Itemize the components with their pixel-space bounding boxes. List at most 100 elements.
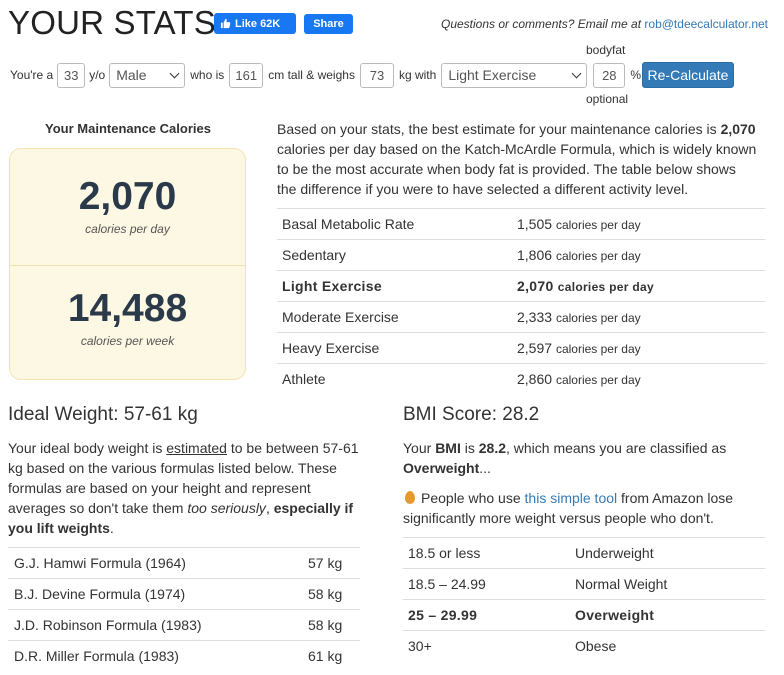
bmi-text-2: is: [460, 440, 479, 456]
contact-text: Questions or comments? Email me at: [440, 17, 645, 31]
calories-per-day-value: 2,070: [78, 175, 177, 218]
formula-weight: 58 kg: [308, 578, 360, 610]
age-input[interactable]: 33: [57, 62, 86, 88]
ideal-text-underline: estimated: [166, 440, 227, 456]
activity-label: Moderate Exercise: [277, 301, 517, 333]
bmi-range: 18.5 – 24.99: [403, 568, 575, 600]
ideal-text-3: ,: [265, 500, 274, 516]
bmi-range: 30+: [403, 630, 575, 662]
calorie-unit: calories per day: [555, 311, 641, 325]
height-input[interactable]: 161: [229, 62, 264, 88]
weight-input[interactable]: 73: [359, 62, 394, 88]
cm-tall-label: cm tall & weighs: [268, 68, 355, 82]
bmi-label-bold: BMI: [435, 440, 461, 456]
calorie-unit: calories per day: [555, 218, 641, 232]
bmi-text-3: , which means you are classified as: [506, 440, 727, 456]
ideal-weight-description: Your ideal body weight is estimated to b…: [8, 438, 368, 538]
thumbs-up-icon: [220, 18, 231, 29]
table-row: D.R. Miller Formula (1983) 61 kg: [8, 640, 360, 672]
ideal-text-italic: too seriously: [187, 500, 266, 516]
formula-name: G.J. Hamwi Formula (1964): [8, 547, 308, 579]
table-row: Basal Metabolic Rate 1,505 calories per d…: [277, 208, 765, 240]
ideal-text-2: to be between 57-61 kg based on the vari…: [8, 440, 359, 516]
calorie-unit: calories per day: [555, 249, 641, 263]
who-is-label: who is: [190, 68, 225, 82]
activity-label: Light Exercise: [277, 270, 517, 302]
table-row: Light Exercise 2,070 calories per day: [277, 270, 765, 302]
activity-calories: 2,070 calories per day: [517, 270, 765, 302]
calories-per-week-value: 14,488: [67, 287, 188, 330]
simple-tool-link[interactable]: this simple tool: [524, 490, 618, 506]
youre-a-label: You're a: [10, 68, 54, 82]
ideal-text-4: .: [109, 520, 114, 536]
table-row: Moderate Exercise 2,333 calories per day: [277, 301, 765, 333]
chevron-down-icon: [571, 68, 582, 78]
bmi-table: 18.5 or less Underweight 18.5 – 24.99 Norma…: [403, 537, 765, 662]
bmi-class-bold: Overweight: [403, 460, 480, 476]
droplet-icon: [405, 491, 415, 504]
table-row: Sedentary 1,806 calories per day: [277, 239, 765, 271]
table-row: 18.5 or less Underweight: [403, 537, 765, 569]
activity-select[interactable]: Light Exercise: [441, 62, 588, 88]
activity-calories: 2,333 calories per day: [517, 301, 765, 333]
gender-value: Male: [116, 67, 147, 83]
calories-per-week-label: calories per week: [80, 334, 175, 348]
activity-label: Sedentary: [277, 239, 517, 271]
ideal-weight-heading: Ideal Weight: 57-61 kg: [8, 404, 198, 425]
facebook-like-label: Like 62K: [235, 17, 281, 30]
page-title: YOUR STATS: [8, 4, 216, 41]
contact-email-link[interactable]: rob@tdeecalculator.net: [644, 17, 768, 31]
calorie-summary-box: 2,070 calories per day 14,488 calories p…: [9, 148, 246, 380]
bmi-range: 25 – 29.99: [403, 599, 575, 631]
table-row: Heavy Exercise 2,597 calories per day: [277, 332, 765, 364]
bmi-heading: BMI Score: 28.2: [403, 404, 540, 425]
optional-label: optional: [586, 92, 629, 106]
formula-weight: 58 kg: [308, 609, 360, 641]
bodyfat-label: bodyfat: [586, 43, 626, 57]
activity-label: Heavy Exercise: [277, 332, 517, 364]
chevron-down-icon: [169, 68, 180, 78]
calorie-unit: calories per day: [555, 342, 641, 356]
formula-weight: 57 kg: [308, 547, 360, 579]
calorie-unit: calories per day: [557, 280, 654, 294]
yo-label: y/o: [89, 68, 106, 82]
divider: [10, 265, 245, 266]
table-row: Athlete 2,860 calories per day: [277, 363, 765, 395]
activity-label: Athlete: [277, 363, 517, 395]
formula-name: J.D. Robinson Formula (1983): [8, 609, 308, 641]
description-text: Based on your stats, the best estimate f…: [277, 121, 721, 137]
formula-name: B.J. Devine Formula (1974): [8, 578, 308, 610]
amazon-tool-promo: People who use this simple tool from Ama…: [403, 488, 753, 528]
facebook-share-button[interactable]: Share: [304, 14, 353, 34]
bodyfat-input[interactable]: 28: [593, 62, 626, 88]
recalculate-button[interactable]: Re-Calculate: [642, 62, 734, 88]
formula-weight: 61 kg: [308, 640, 360, 672]
facebook-like-button[interactable]: Like 62K: [214, 13, 296, 34]
calorie-value: 1,806: [517, 247, 553, 263]
calorie-value: 1,505: [517, 216, 553, 232]
tool-text-2: from Amazon lose significantly more weig…: [403, 490, 734, 526]
calorie-value: 2,860: [517, 371, 553, 388]
kg-with-label: kg with: [398, 68, 437, 82]
stats-form: You're a 33 y/o Male who is 161 cm tall …: [10, 62, 641, 88]
ideal-text-1: Your ideal body weight is: [8, 440, 167, 456]
maintenance-title: Your Maintenance Calories: [45, 121, 211, 136]
activity-calories: 2,860 calories per day: [517, 363, 765, 395]
bmi-text-4: ...: [479, 460, 491, 476]
ideal-text-bold: especially if you lift weights: [8, 500, 354, 536]
percent-label: %: [630, 68, 641, 82]
activity-calories: 1,806 calories per day: [517, 239, 765, 271]
contact-line: Questions or comments? Email me at rob@t…: [441, 17, 768, 31]
table-row: J.D. Robinson Formula (1983) 58 kg: [8, 609, 360, 641]
calorie-value: 2,333: [517, 309, 553, 325]
bmi-value-bold: 28.2: [478, 440, 506, 456]
bmi-classification: Underweight: [575, 537, 765, 569]
bmi-classification: Overweight: [575, 599, 765, 631]
ideal-weight-table: G.J. Hamwi Formula (1964) 57 kg B.J. Devin…: [8, 547, 360, 672]
calories-per-day-label: calories per day: [85, 222, 170, 236]
gender-select[interactable]: Male: [109, 62, 186, 88]
tool-text-1: People who use: [421, 490, 525, 506]
table-row: 30+ Obese: [403, 630, 765, 662]
maintenance-description: Based on your stats, the best estimate f…: [277, 119, 757, 199]
formula-name: D.R. Miller Formula (1983): [8, 640, 308, 672]
